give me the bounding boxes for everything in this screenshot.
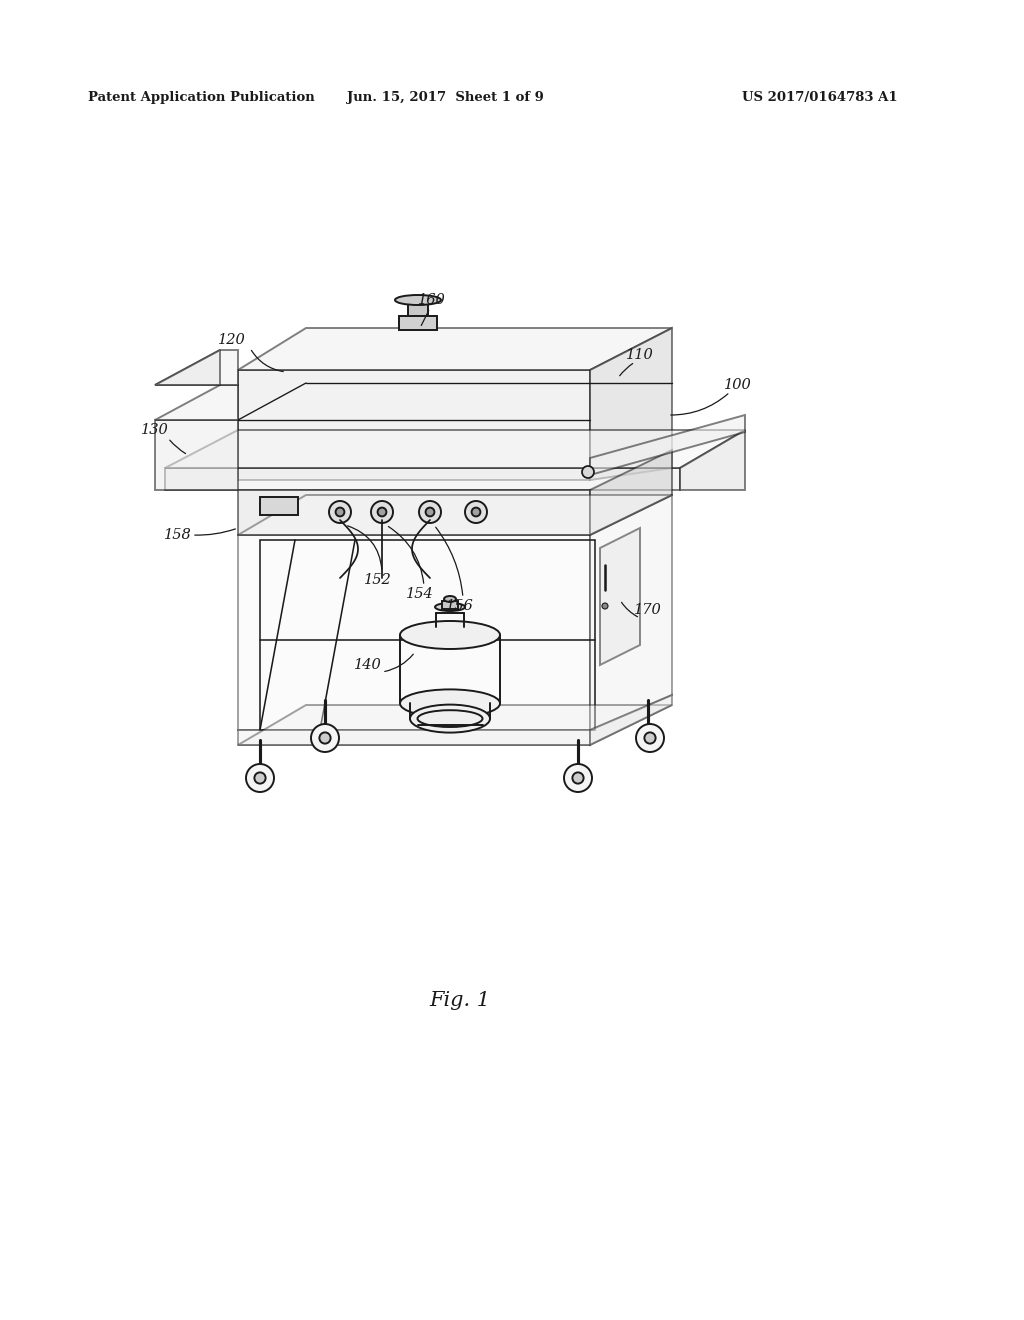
Text: 152: 152: [365, 573, 392, 587]
Circle shape: [311, 723, 339, 752]
Ellipse shape: [400, 620, 500, 649]
Polygon shape: [590, 495, 672, 730]
Polygon shape: [590, 450, 672, 535]
Circle shape: [254, 772, 265, 784]
Circle shape: [636, 723, 664, 752]
Text: 120: 120: [218, 333, 246, 347]
Text: 160: 160: [418, 293, 445, 308]
Circle shape: [336, 508, 344, 516]
Circle shape: [602, 603, 608, 609]
Ellipse shape: [435, 603, 465, 611]
Text: 110: 110: [626, 348, 654, 362]
Text: Patent Application Publication: Patent Application Publication: [88, 91, 314, 104]
Circle shape: [329, 502, 351, 523]
Ellipse shape: [395, 294, 441, 305]
Circle shape: [465, 502, 487, 523]
Text: 100: 100: [724, 378, 752, 392]
Polygon shape: [408, 304, 428, 315]
Text: Fig. 1: Fig. 1: [429, 990, 490, 1010]
Polygon shape: [238, 370, 590, 480]
Bar: [260, 498, 298, 515]
Polygon shape: [238, 327, 672, 370]
Polygon shape: [155, 420, 238, 490]
Circle shape: [319, 733, 331, 743]
Circle shape: [472, 508, 480, 516]
Polygon shape: [238, 730, 590, 744]
Polygon shape: [238, 495, 672, 535]
Polygon shape: [165, 469, 680, 490]
Text: US 2017/0164783 A1: US 2017/0164783 A1: [742, 91, 898, 104]
Polygon shape: [155, 385, 238, 420]
Polygon shape: [590, 414, 745, 475]
Polygon shape: [155, 350, 238, 385]
Text: 140: 140: [354, 657, 382, 672]
Circle shape: [378, 508, 386, 516]
Circle shape: [246, 764, 274, 792]
Polygon shape: [238, 490, 590, 535]
Text: 170: 170: [634, 603, 662, 616]
Polygon shape: [238, 535, 590, 730]
Text: 158: 158: [164, 528, 191, 543]
Circle shape: [371, 502, 393, 523]
Circle shape: [426, 508, 434, 516]
Ellipse shape: [400, 689, 500, 717]
Circle shape: [582, 466, 594, 478]
Ellipse shape: [410, 705, 490, 733]
Text: 156: 156: [446, 599, 474, 612]
Polygon shape: [155, 350, 220, 385]
Polygon shape: [442, 601, 458, 609]
Polygon shape: [590, 696, 672, 744]
Text: 130: 130: [141, 422, 169, 437]
Circle shape: [419, 502, 441, 523]
Circle shape: [564, 764, 592, 792]
Circle shape: [572, 772, 584, 784]
Polygon shape: [399, 315, 437, 330]
Ellipse shape: [444, 597, 456, 602]
Polygon shape: [238, 705, 672, 744]
Polygon shape: [590, 327, 672, 480]
Text: Jun. 15, 2017  Sheet 1 of 9: Jun. 15, 2017 Sheet 1 of 9: [346, 91, 544, 104]
Text: 154: 154: [407, 587, 434, 601]
Polygon shape: [680, 430, 745, 490]
Polygon shape: [165, 430, 745, 469]
Circle shape: [644, 733, 655, 743]
Polygon shape: [600, 528, 640, 665]
